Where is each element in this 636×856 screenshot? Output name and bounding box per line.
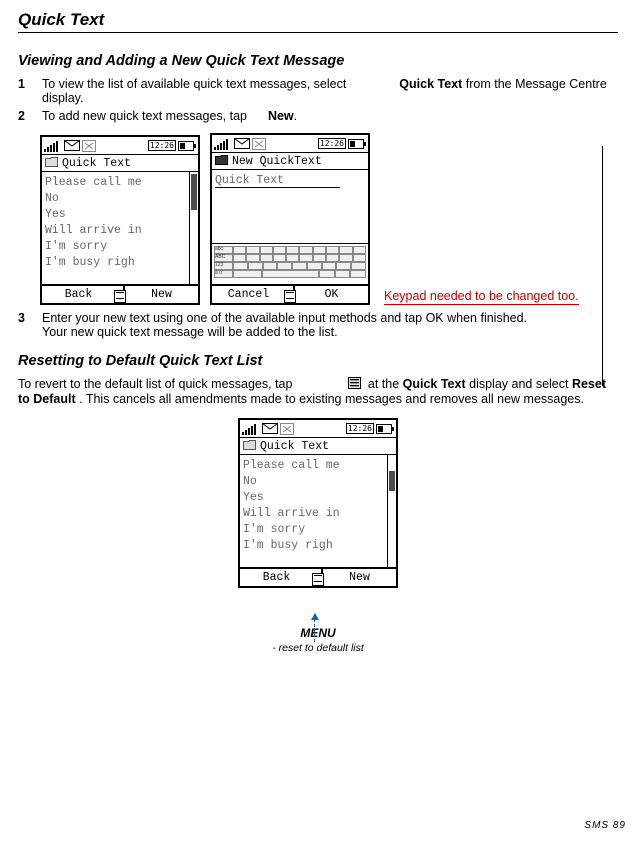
message-icon [262, 423, 278, 434]
screen-title: Quick Text [62, 157, 131, 170]
menu-callout: MENU - reset to default list [18, 626, 618, 654]
folder-icon [45, 156, 58, 170]
phone-screen-list: 12:26 Quick Text Please call me No Yes Will… [40, 135, 200, 305]
section-viewing-title: Viewing and Adding a New Quick Text Mess… [18, 53, 618, 69]
step-number: 2 [18, 109, 28, 123]
message-icon [64, 140, 80, 151]
signal-icon [214, 138, 232, 150]
page-footer: SMS 89 [584, 820, 626, 831]
clock-label: 12:26 [318, 138, 346, 149]
list-item[interactable]: No [45, 192, 195, 205]
text-input[interactable]: Quick Text [215, 174, 340, 188]
tools-icon [280, 423, 294, 435]
callout-arrow [314, 614, 315, 642]
step-body: Enter your new text using one of the ava… [42, 311, 618, 339]
new-softkey[interactable]: New [124, 286, 198, 303]
battery-icon [178, 141, 196, 151]
change-bar [602, 146, 603, 386]
section-resetting-title: Resetting to Default Quick Text List [18, 353, 618, 369]
scroll-thumb[interactable] [191, 174, 197, 210]
list-item[interactable]: I'm sorry [45, 240, 195, 253]
list-item[interactable]: I'm busy righ [45, 256, 195, 269]
step-number: 1 [18, 77, 28, 105]
list-item[interactable]: Please call me [45, 176, 195, 189]
scroll-thumb[interactable] [389, 471, 395, 491]
back-softkey[interactable]: Back [240, 569, 322, 586]
tools-icon [82, 140, 96, 152]
phone-screenshots-row: 12:26 Quick Text Please call me No Yes Will… [40, 133, 618, 305]
step-body: To view the list of available quick text… [42, 77, 618, 105]
signal-icon [44, 140, 62, 152]
softkey-handle-icon[interactable] [312, 573, 324, 587]
page-title: Quick Text [18, 10, 618, 33]
list-item[interactable]: Will arrive in [243, 507, 393, 520]
screen-title: Quick Text [260, 440, 329, 453]
list-item[interactable]: Yes [45, 208, 195, 221]
list-item[interactable]: Yes [243, 491, 393, 504]
step-body: To add new quick text messages, tap New. [42, 109, 618, 123]
on-screen-keyboard[interactable]: abc ABC 123 á ù [212, 243, 368, 284]
softkey-handle-icon[interactable] [114, 290, 126, 304]
cancel-softkey[interactable]: Cancel [212, 286, 294, 303]
phone-screen-list: 12:26 Quick Text Please call me No Yes Will… [238, 418, 398, 588]
clock-label: 12:26 [346, 423, 374, 434]
scrollbar[interactable] [387, 455, 396, 567]
tools-icon [252, 138, 266, 150]
softkey-handle-icon[interactable] [284, 290, 296, 304]
list-item[interactable]: Please call me [243, 459, 393, 472]
folder-icon [215, 154, 228, 168]
menu-icon [348, 377, 361, 392]
list-item[interactable]: No [243, 475, 393, 488]
scrollbar[interactable] [189, 172, 198, 284]
message-icon [234, 138, 250, 149]
annotation-text: Keypad needed to be changed too. [384, 289, 579, 305]
new-softkey[interactable]: New [322, 569, 396, 586]
list-item[interactable]: Will arrive in [45, 224, 195, 237]
list-item[interactable]: I'm sorry [243, 523, 393, 536]
battery-icon [376, 424, 394, 434]
folder-icon [243, 439, 256, 453]
ok-softkey[interactable]: OK [294, 286, 368, 303]
reset-paragraph: To revert to the default list of quick m… [18, 377, 618, 406]
back-softkey[interactable]: Back [42, 286, 124, 303]
screen-title: New QuickText [232, 155, 322, 168]
phone-screen-editor: 12:26 New QuickText Quick Text abc ABC 1… [210, 133, 370, 305]
list-item[interactable]: I'm busy righ [243, 539, 393, 552]
signal-icon [242, 423, 260, 435]
clock-label: 12:26 [148, 140, 176, 151]
battery-icon [348, 139, 366, 149]
step-number: 3 [18, 311, 28, 339]
